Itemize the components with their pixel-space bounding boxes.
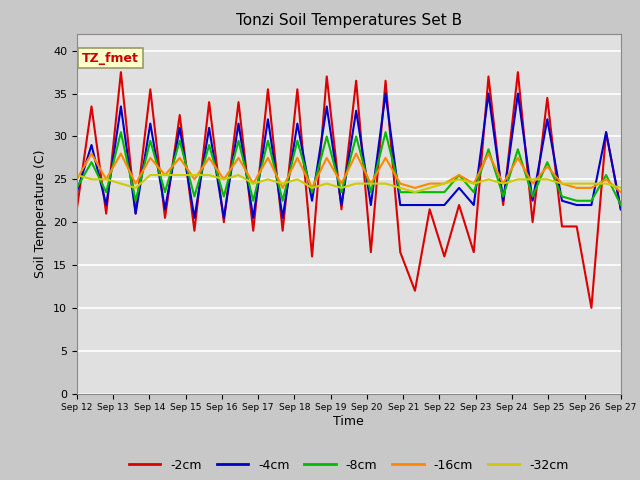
Y-axis label: Soil Temperature (C): Soil Temperature (C) xyxy=(35,149,47,278)
Text: TZ_fmet: TZ_fmet xyxy=(82,51,139,65)
X-axis label: Time: Time xyxy=(333,415,364,428)
Title: Tonzi Soil Temperatures Set B: Tonzi Soil Temperatures Set B xyxy=(236,13,462,28)
Legend: -2cm, -4cm, -8cm, -16cm, -32cm: -2cm, -4cm, -8cm, -16cm, -32cm xyxy=(124,454,573,477)
